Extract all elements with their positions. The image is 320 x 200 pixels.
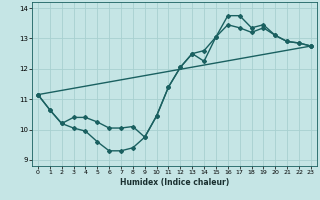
X-axis label: Humidex (Indice chaleur): Humidex (Indice chaleur): [120, 178, 229, 187]
